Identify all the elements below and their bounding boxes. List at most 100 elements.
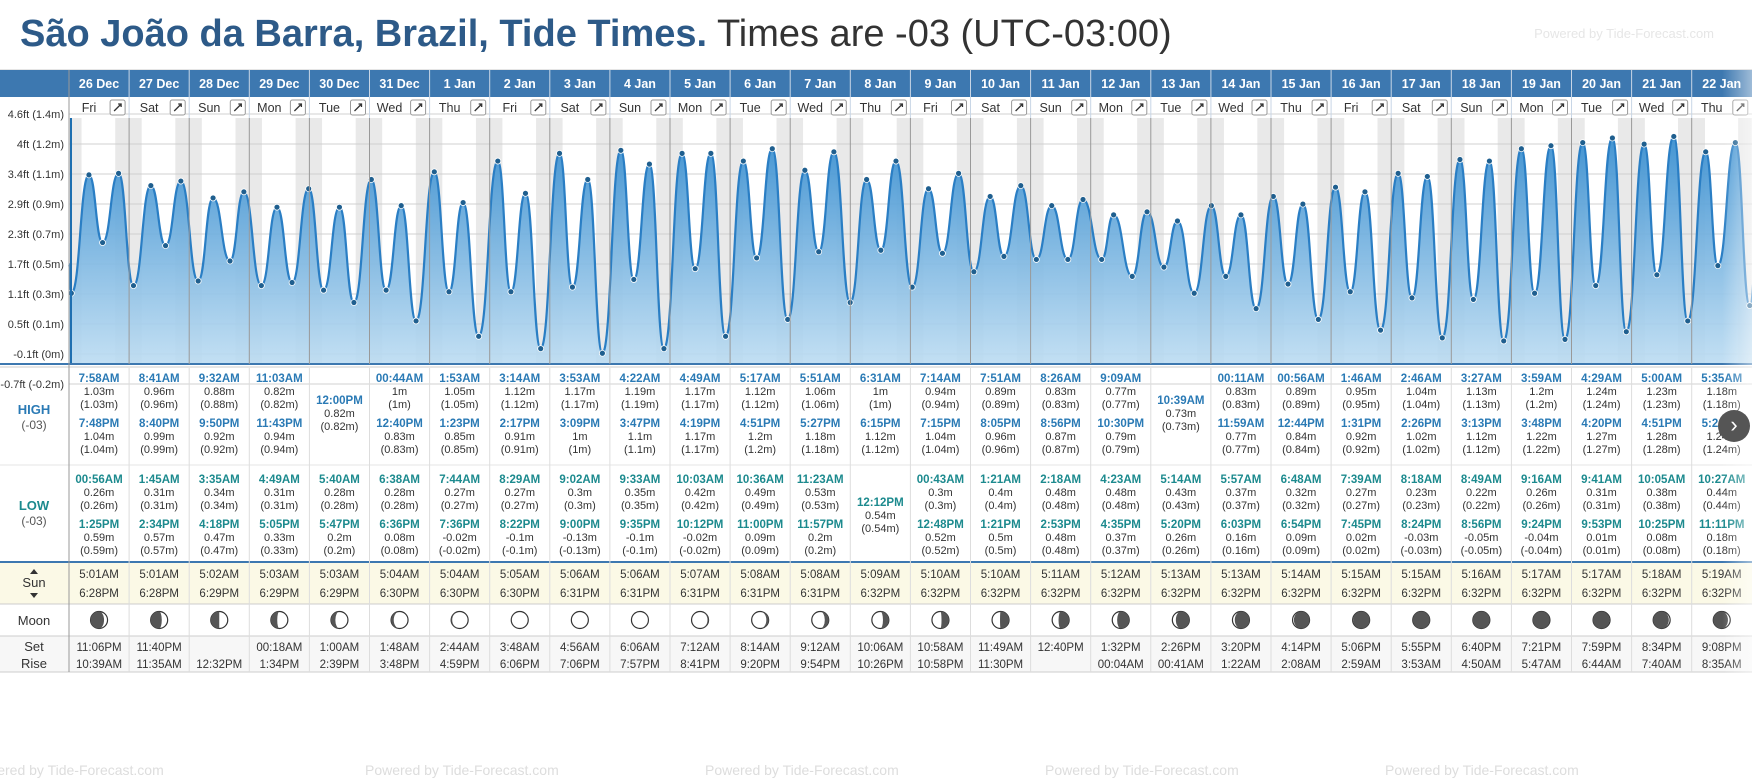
tide-time: 5:57AM — [1220, 474, 1261, 486]
tide-time: 12:40PM — [376, 418, 423, 430]
tide-height: 0.96m — [985, 431, 1016, 443]
sun-label: Sun — [22, 575, 45, 590]
tide-time: 8:29AM — [499, 474, 540, 486]
weekday-label: Wed — [1218, 101, 1244, 115]
tide-time: 4:22AM — [619, 373, 660, 385]
tide-height-metric: (0.82m) — [320, 421, 358, 433]
moonset-time: 7:21PM — [1522, 642, 1562, 654]
tide-point — [459, 199, 467, 206]
date-label: 21 Jan — [1642, 77, 1681, 91]
sunset-time: 6:32PM — [1221, 588, 1261, 600]
tide-time: 5:20PM — [1161, 519, 1201, 531]
tide-time: 00:44AM — [376, 373, 423, 385]
tide-height-metric: (0.83m) — [381, 444, 419, 456]
tide-height-metric: (-0.1m) — [622, 545, 657, 557]
tide-height-metric: (0.26m) — [1522, 500, 1560, 512]
tide-height-metric: (0.27m) — [501, 500, 539, 512]
tide-height-metric: (1.17m) — [681, 444, 719, 456]
tide-height-metric: (0.09m) — [741, 545, 779, 557]
moonset-time: 00:18AM — [256, 642, 302, 654]
tide-point — [1377, 326, 1384, 334]
tide-time: 12:00PM — [316, 395, 363, 407]
weekday-label: Mon — [678, 101, 702, 115]
tide-point — [970, 268, 978, 276]
tide-point — [1714, 262, 1722, 270]
expand-icon — [1556, 103, 1565, 112]
tide-time: 00:56AM — [1277, 373, 1324, 385]
tide-height-metric: (1.04m) — [921, 444, 959, 456]
date-label: 8 Jan — [864, 77, 896, 91]
weekday-label: Wed — [1639, 101, 1665, 115]
tide-point — [1252, 305, 1260, 313]
tide-height-metric: (1.02m) — [1402, 444, 1440, 456]
tide-time: 6:48AM — [1281, 474, 1322, 486]
tide-time: 1:45AM — [139, 474, 180, 486]
tide-point — [177, 177, 185, 185]
expand-icon — [654, 103, 663, 112]
tide-height-metric: (1.06m) — [801, 399, 839, 411]
tide-height: 0.52m — [925, 532, 956, 544]
moonrise-time: 3:53AM — [1401, 659, 1441, 671]
weekday-label: Tue — [740, 101, 761, 115]
tide-height-metric: (-0.03m) — [1400, 545, 1442, 557]
tide-height: 0.85m — [444, 431, 475, 443]
tide-height: 0.26m — [84, 487, 115, 499]
expand-icon — [1255, 103, 1264, 112]
tide-height-metric: (0.28m) — [381, 500, 419, 512]
tide-height: 0.89m — [985, 386, 1016, 398]
expand-icon — [714, 103, 723, 112]
tide-height: 1.12m — [865, 431, 896, 443]
scroll-right-button[interactable]: › — [1718, 410, 1750, 442]
tide-curve — [67, 135, 1752, 355]
tide-height-metric: (0.28m) — [320, 500, 358, 512]
tide-point — [1547, 142, 1555, 150]
tide-height: 0.95m — [1346, 386, 1377, 398]
moonset-time: 3:20PM — [1221, 642, 1261, 654]
tide-time: 5:14AM — [1160, 474, 1201, 486]
tide-height-metric: (0.82m) — [260, 399, 298, 411]
expand-icon — [293, 103, 303, 112]
tide-time: 9:41AM — [1581, 474, 1622, 486]
date-label: 5 Jan — [684, 77, 716, 91]
tide-height-metric: (1.12m) — [1462, 444, 1500, 456]
tide-height-metric: (0.2m) — [324, 545, 356, 557]
moon-shadow — [1293, 611, 1310, 629]
sunset-time: 6:32PM — [1642, 588, 1682, 600]
tide-height: 0.35m — [625, 487, 656, 499]
tide-height-metric: (-0.1m) — [502, 545, 537, 557]
tide-height-metric: (1.2m) — [1526, 399, 1558, 411]
moonset-label: Set — [24, 639, 44, 654]
tide-height-metric: (0.37m) — [1102, 545, 1140, 557]
tide-height: 0.23m — [1406, 487, 1437, 499]
tide-height: 0.31m — [144, 487, 175, 499]
tide-height-metric: (0.92m) — [1342, 444, 1380, 456]
moon-shadow — [940, 611, 949, 629]
expand-icon — [414, 103, 423, 112]
tide-point — [1190, 289, 1198, 297]
expand-icon — [233, 103, 242, 112]
tide-height-metric: (0.59m) — [80, 545, 118, 557]
expand-icon — [113, 103, 122, 112]
y-axis-label: 1.7ft (0.5m) — [8, 259, 64, 271]
tide-height-metric: (0.27m) — [441, 500, 479, 512]
tide-height-metric: (1.24m) — [1583, 399, 1621, 411]
tide-point — [1017, 182, 1025, 190]
date-label: 9 Jan — [924, 77, 956, 91]
tide-point — [412, 317, 420, 325]
tide-height: 0.49m — [745, 487, 776, 499]
tide-point — [1579, 139, 1587, 146]
tide-time: 3:59AM — [1521, 373, 1562, 385]
tide-point — [584, 176, 592, 183]
tide-height: 0.2m — [327, 532, 351, 544]
tide-time: 00:11AM — [1218, 373, 1265, 385]
tide-height-metric: (0.22m) — [1462, 500, 1500, 512]
tide-point — [1361, 188, 1369, 196]
tide-time: 11:00PM — [737, 519, 783, 531]
tide-time: 7:36PM — [440, 519, 480, 531]
tide-height-metric: (0.08m) — [1643, 545, 1681, 557]
moonset-time: 10:58AM — [917, 642, 963, 654]
sunset-time: 6:32PM — [1161, 588, 1201, 600]
tide-time: 10:12PM — [677, 519, 724, 531]
weekday-label: Sun — [619, 101, 641, 115]
moon-shadow — [150, 611, 162, 629]
